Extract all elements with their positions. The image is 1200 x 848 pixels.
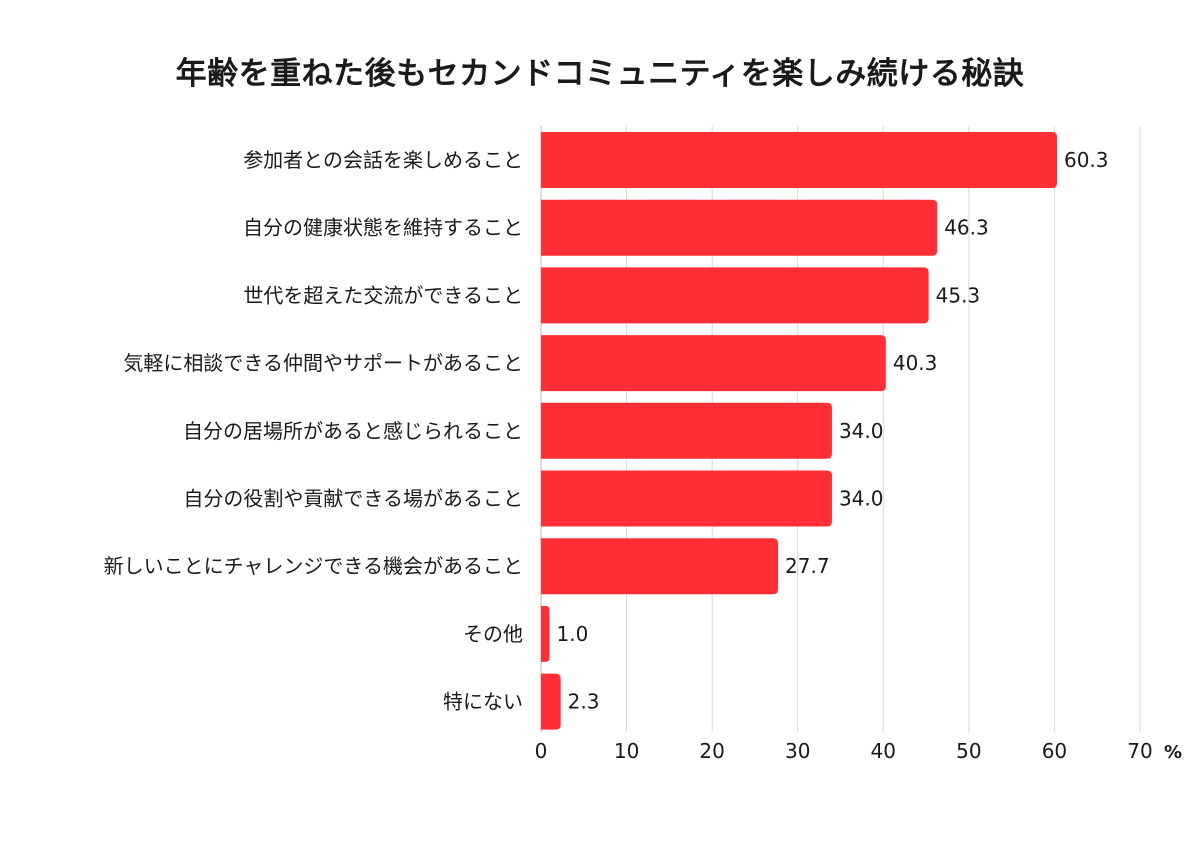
value-label: 27.7 <box>785 554 830 578</box>
bar <box>541 538 779 595</box>
bar <box>541 132 1057 188</box>
x-axis-unit: % <box>1164 742 1182 763</box>
value-labels: 60.3 46.3 45.3 40.3 34.0 34.0 27.7 1.0 2.3 <box>557 148 1109 714</box>
bar <box>541 605 550 662</box>
bar <box>541 673 561 730</box>
x-tick-label: 20 <box>699 739 724 763</box>
category-label: 自分の居場所があると感じられること <box>183 419 523 443</box>
x-tick-label: 30 <box>785 739 810 763</box>
value-label: 1.0 <box>557 622 589 646</box>
value-label: 60.3 <box>1064 148 1109 172</box>
x-tick-label: 10 <box>614 739 639 763</box>
x-tick-label: 60 <box>1042 739 1067 763</box>
bar <box>541 470 832 527</box>
category-labels: 参加者との会話を楽しめること自分の健康状態を維持すること世代を超えた交流ができる… <box>104 148 523 714</box>
x-tick-label: 40 <box>871 739 896 763</box>
value-label: 34.0 <box>839 487 884 511</box>
x-tick-label: 0 <box>535 739 548 763</box>
category-label: 気軽に相談できる仲間やサポートがあること <box>123 351 523 375</box>
category-label: 参加者との会話を楽しめること <box>243 148 523 172</box>
bars <box>541 132 1057 730</box>
value-label: 34.0 <box>839 419 884 443</box>
chart-title: 年齢を重ねた後もセカンドコミュニティを楽しみ続ける秘訣 <box>175 56 1025 92</box>
bar <box>541 267 929 324</box>
category-label: 新しいことにチャレンジできる機会があること <box>104 554 523 578</box>
bar <box>541 199 938 256</box>
value-label: 40.3 <box>893 351 938 375</box>
value-label: 46.3 <box>944 216 989 240</box>
bar <box>541 402 832 459</box>
category-label: 世代を超えた交流ができること <box>243 283 523 307</box>
x-axis-ticks: 0 10 20 30 40 50 60 70% <box>535 739 1182 763</box>
category-label: 特にない <box>443 690 523 714</box>
category-label: 自分の役割や貢献できる場があること <box>183 487 523 511</box>
category-label: その他 <box>463 622 523 646</box>
x-tick-label: 50 <box>956 739 981 763</box>
x-tick-label: 70 <box>1127 739 1152 763</box>
value-label: 2.3 <box>568 690 600 714</box>
category-label: 自分の健康状態を維持すること <box>243 216 523 240</box>
bar <box>541 335 886 392</box>
value-label: 45.3 <box>936 283 981 307</box>
